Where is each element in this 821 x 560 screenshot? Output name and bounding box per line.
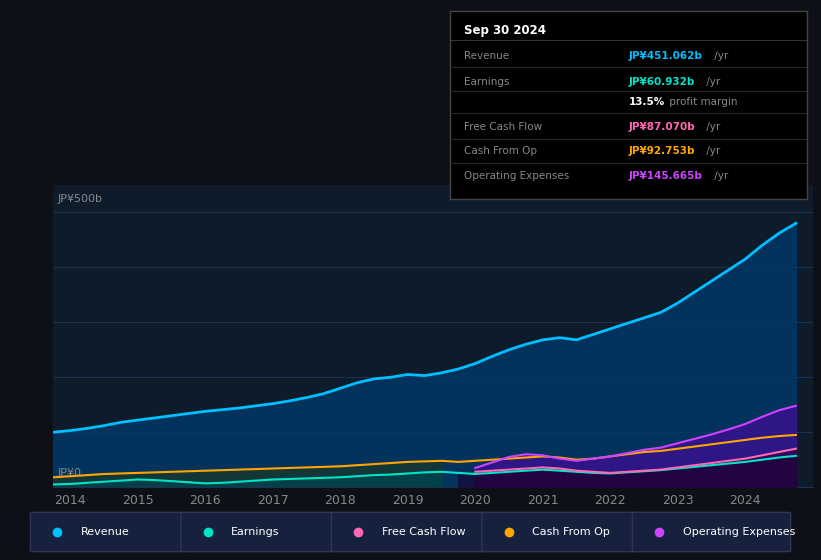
Text: Earnings: Earnings [464, 77, 510, 87]
Text: /yr: /yr [704, 122, 721, 132]
Text: JP¥87.070b: JP¥87.070b [629, 122, 695, 132]
Text: /yr: /yr [704, 77, 721, 87]
Text: JP¥500b: JP¥500b [57, 194, 102, 204]
Text: Operating Expenses: Operating Expenses [682, 527, 795, 537]
FancyBboxPatch shape [482, 512, 640, 552]
Text: /yr: /yr [704, 146, 721, 156]
Text: Free Cash Flow: Free Cash Flow [382, 527, 466, 537]
Text: Free Cash Flow: Free Cash Flow [464, 122, 543, 132]
Text: Cash From Op: Cash From Op [532, 527, 610, 537]
Text: /yr: /yr [711, 171, 728, 181]
FancyBboxPatch shape [632, 512, 791, 552]
FancyBboxPatch shape [181, 512, 339, 552]
Text: JP¥92.753b: JP¥92.753b [629, 146, 695, 156]
Text: JP¥451.062b: JP¥451.062b [629, 51, 702, 61]
Text: /yr: /yr [711, 51, 728, 61]
FancyBboxPatch shape [30, 512, 189, 552]
Text: Sep 30 2024: Sep 30 2024 [464, 24, 546, 38]
Text: Operating Expenses: Operating Expenses [464, 171, 570, 181]
Text: JP¥0: JP¥0 [57, 468, 81, 478]
Text: profit margin: profit margin [666, 97, 737, 107]
FancyBboxPatch shape [332, 512, 489, 552]
Text: Earnings: Earnings [231, 527, 280, 537]
Text: 13.5%: 13.5% [629, 97, 665, 107]
Text: Revenue: Revenue [464, 51, 509, 61]
Text: Revenue: Revenue [80, 527, 130, 537]
Text: JP¥60.932b: JP¥60.932b [629, 77, 695, 87]
Text: Cash From Op: Cash From Op [464, 146, 537, 156]
Text: JP¥145.665b: JP¥145.665b [629, 171, 702, 181]
